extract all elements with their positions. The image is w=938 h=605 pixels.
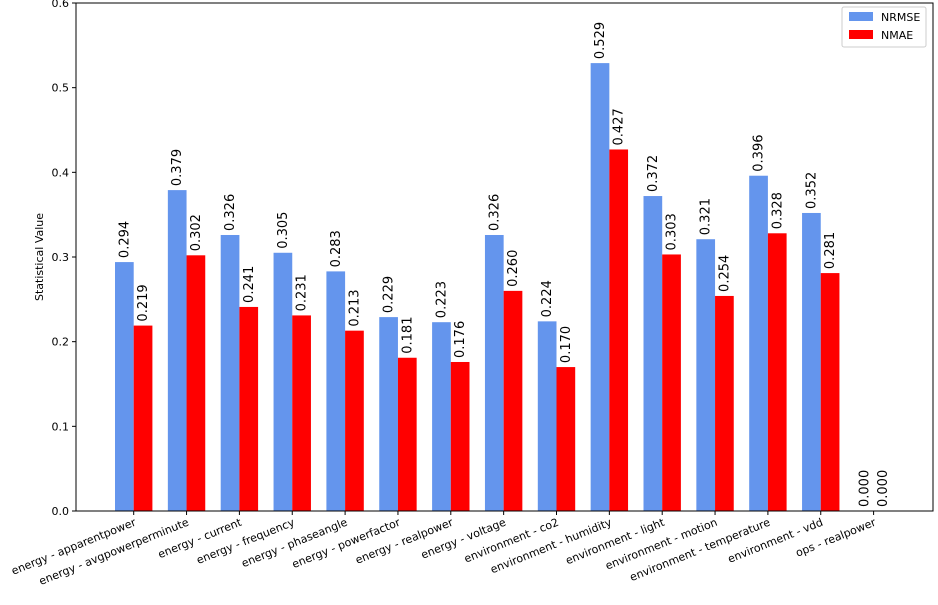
data-label-nrmse-14: 0.000	[857, 470, 872, 507]
y-tick-label-5: 0.5	[52, 82, 70, 95]
data-label-nmae-4: 0.213	[347, 289, 362, 326]
data-label-nmae-8: 0.170	[559, 326, 574, 363]
bar-nrmse-3	[273, 252, 293, 511]
data-label-nrmse-10: 0.372	[646, 155, 661, 192]
bar-nmae-1	[186, 255, 206, 511]
data-label-nmae-2: 0.241	[242, 266, 257, 303]
data-label-nmae-11: 0.254	[717, 255, 732, 292]
data-label-nmae-6: 0.176	[453, 321, 468, 358]
data-label-nmae-9: 0.427	[612, 108, 627, 145]
y-tick-label-0: 0.0	[52, 505, 70, 518]
data-label-nrmse-6: 0.223	[434, 281, 449, 318]
data-label-nmae-13: 0.281	[823, 232, 838, 269]
data-label-nrmse-4: 0.283	[329, 230, 344, 267]
data-label-nrmse-5: 0.229	[382, 276, 397, 313]
data-label-nrmse-1: 0.379	[170, 149, 185, 186]
data-label-nmae-7: 0.260	[506, 250, 521, 287]
data-label-nrmse-7: 0.326	[487, 194, 502, 231]
bar-nmae-6	[450, 361, 470, 511]
data-label-nrmse-12: 0.396	[752, 135, 767, 172]
bar-nrmse-13	[802, 212, 821, 511]
data-label-nmae-14: 0.000	[876, 470, 891, 507]
legend-swatch-nrmse	[849, 12, 873, 21]
bar-nmae-8	[556, 367, 576, 511]
legend: NRMSE NMAE	[841, 6, 927, 48]
data-label-nmae-10: 0.303	[665, 213, 680, 250]
y-axis-ticks: 0.0 0.1 0.2 0.3 0.4 0.5 0.6	[52, 0, 76, 518]
bar-nmae-3	[292, 315, 311, 511]
bar-nrmse-8	[537, 321, 557, 511]
bar-nrmse-12	[749, 175, 768, 511]
data-label-nrmse-11: 0.321	[699, 198, 714, 235]
bar-nrmse-1	[167, 190, 187, 512]
y-tick-label-2: 0.2	[52, 336, 70, 349]
bar-nrmse-0	[115, 262, 134, 511]
data-label-nmae-5: 0.181	[400, 317, 415, 354]
bar-nrmse-5	[379, 317, 398, 511]
bar-nrmse-9	[590, 63, 610, 512]
y-tick-label-4: 0.4	[52, 166, 70, 179]
data-label-nrmse-8: 0.224	[540, 280, 555, 317]
bar-nrmse-6	[432, 322, 451, 511]
bar-nrmse-4	[326, 271, 346, 511]
bar-nmae-5	[397, 357, 417, 511]
y-tick-label-1: 0.1	[52, 420, 70, 433]
bar-nmae-12	[767, 233, 787, 512]
data-label-nmae-1: 0.302	[189, 214, 204, 251]
y-axis-label: Statistical Value	[33, 213, 46, 301]
bars-layer	[115, 63, 840, 512]
y-tick-label-3: 0.3	[52, 251, 70, 264]
bar-nmae-4	[345, 330, 364, 511]
data-label-nmae-12: 0.328	[770, 192, 785, 229]
bar-nmae-11	[715, 295, 734, 511]
data-label-nrmse-3: 0.305	[276, 212, 291, 249]
y-tick-label-6: 0.6	[52, 0, 70, 10]
bar-nrmse-7	[484, 234, 504, 512]
bar-nmae-10	[662, 254, 681, 511]
bar-nmae-2	[239, 306, 259, 511]
data-label-nmae-3: 0.231	[295, 274, 310, 311]
legend-label-nrmse: NRMSE	[881, 11, 920, 24]
bar-nrmse-10	[643, 196, 663, 512]
data-label-nrmse-2: 0.326	[223, 194, 238, 231]
data-label-nmae-0: 0.219	[136, 284, 151, 321]
data-label-nrmse-0: 0.294	[117, 221, 132, 258]
bar-nrmse-2	[220, 234, 240, 512]
bar-nmae-0	[133, 325, 153, 511]
data-label-nrmse-9: 0.529	[593, 22, 608, 59]
bar-nmae-7	[503, 290, 523, 511]
legend-label-nmae: NMAE	[881, 29, 913, 42]
legend-swatch-nmae	[849, 30, 873, 39]
data-labels-layer: 0.294 0.219 0.379 0.302 0.326 0.241 0.305 0.231…	[117, 22, 891, 507]
data-label-nrmse-13: 0.352	[804, 172, 819, 209]
bar-nmae-9	[609, 149, 629, 511]
bar-nrmse-11	[696, 239, 716, 511]
bar-nmae-13	[820, 273, 840, 511]
